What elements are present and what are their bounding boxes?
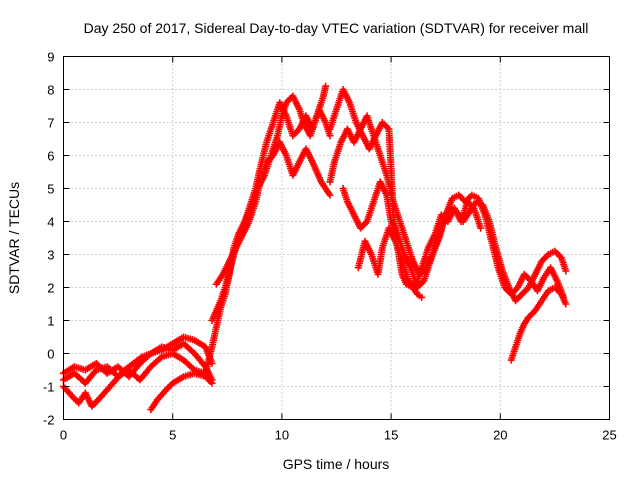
data-point [208, 359, 216, 367]
y-tick-label: 9 [47, 50, 54, 65]
series-prn-f [208, 99, 334, 324]
data-point [477, 224, 485, 232]
y-tick-label: -2 [43, 413, 55, 428]
series-prn-g [212, 138, 334, 288]
y-tick-label: 3 [47, 248, 54, 263]
data-points [60, 82, 570, 414]
x-tick-label: 0 [60, 428, 67, 443]
y-tick-label: -1 [43, 380, 55, 395]
tick-labels: 0 5 10 15 20 25 -2 -1 0 1 2 3 4 5 6 7 8 9 [43, 50, 617, 443]
series-prn-d [60, 350, 209, 387]
x-tick-label: 25 [602, 428, 616, 443]
y-tick-label: 2 [47, 281, 54, 296]
y-tick-label: 0 [47, 347, 54, 362]
data-point [418, 293, 426, 301]
x-tick-label: 10 [275, 428, 289, 443]
chart-title: Day 250 of 2017, Sidereal Day-to-day VTE… [84, 20, 589, 36]
series-prn-k [354, 198, 485, 291]
data-point [326, 132, 334, 140]
data-point [562, 300, 570, 308]
data-point [562, 267, 570, 275]
data-point [208, 379, 216, 387]
x-axis-label: GPS time / hours [283, 456, 390, 472]
plot-frame [63, 56, 610, 420]
y-tick-label: 7 [47, 116, 54, 131]
y-axis-label: SDTVAR / TECUs [6, 182, 22, 294]
y-tick-label: 8 [47, 83, 54, 98]
x-tick-label: 15 [384, 428, 398, 443]
y-tick-label: 1 [47, 314, 54, 329]
x-tick-label: 5 [169, 428, 176, 443]
series-prn-l [507, 284, 570, 364]
y-tick-label: 5 [47, 182, 54, 197]
data-point [322, 82, 330, 90]
y-tick-label: 6 [47, 149, 54, 164]
data-point [326, 191, 334, 199]
y-tick-label: 4 [47, 215, 54, 230]
x-tick-label: 20 [493, 428, 507, 443]
